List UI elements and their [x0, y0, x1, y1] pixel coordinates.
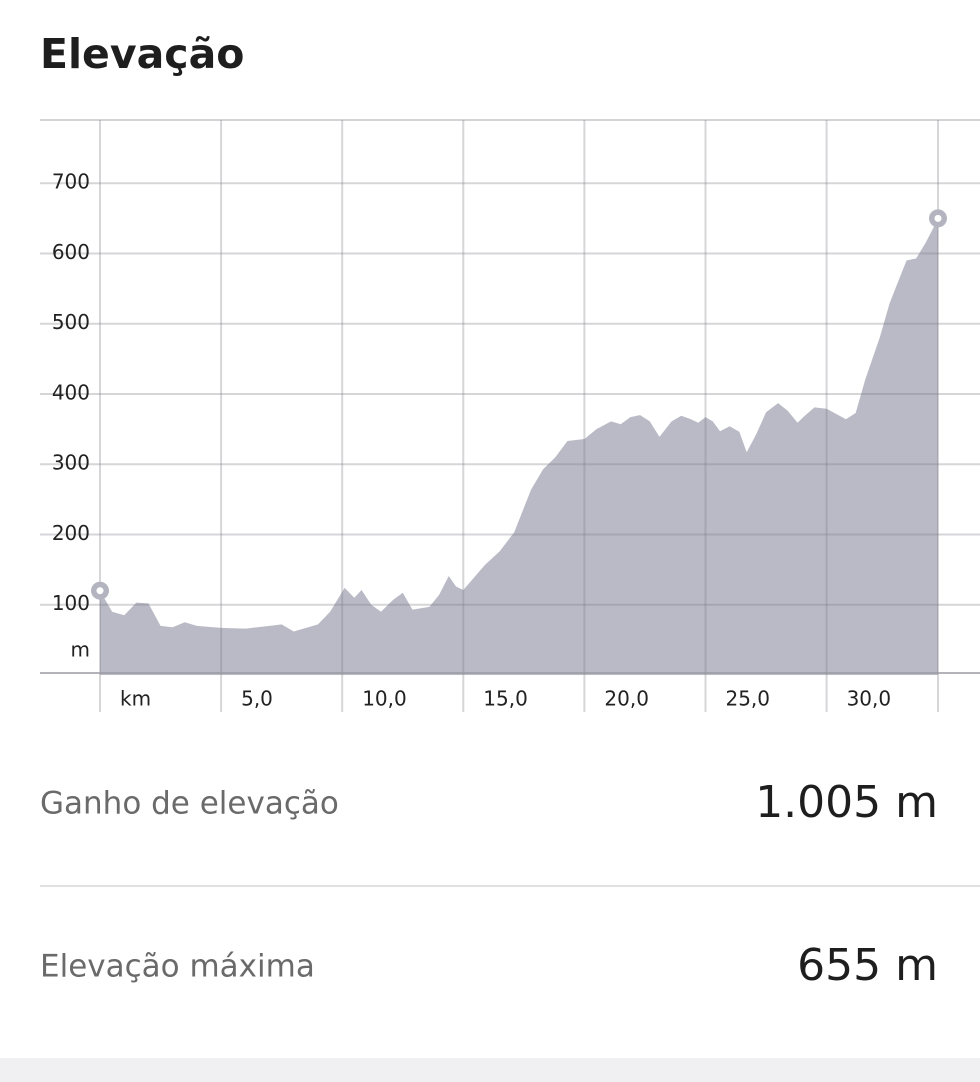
y-tick-label: 200: [52, 521, 90, 545]
x-tick-label: 20,0: [604, 687, 649, 711]
chart: 100 200 300 400 500 600 700 m km 5,0 10,0 15,0 20,0 2…: [40, 119, 980, 712]
elevation-area: [100, 218, 938, 675]
stat-value: 1.005 m: [755, 777, 938, 828]
y-tick-label: 300: [52, 451, 90, 475]
x-tick-label: 30,0: [847, 687, 892, 711]
y-tick-label: 500: [52, 310, 90, 334]
point-marker-center: [934, 214, 942, 222]
y-tick-label: 100: [52, 591, 90, 615]
stat-label: Ganho de elevação: [40, 786, 339, 822]
chart-title: Elevação: [40, 30, 244, 78]
y-tick-label: 700: [52, 170, 90, 194]
y-axis-label: m: [71, 638, 90, 662]
x-tick-label: 10,0: [362, 687, 407, 711]
point-marker-center: [96, 587, 104, 595]
x-tick-label: 25,0: [725, 687, 770, 711]
x-tick-label: 15,0: [483, 687, 528, 711]
x-tick-label: 5,0: [241, 687, 273, 711]
stat-value: 655 m: [797, 940, 938, 991]
x-tick-label: km: [120, 687, 151, 711]
footer-band: [0, 1058, 980, 1082]
stat-label: Elevação máxima: [40, 949, 315, 985]
y-tick-label: 600: [52, 240, 90, 264]
y-tick-label: 400: [52, 380, 90, 404]
